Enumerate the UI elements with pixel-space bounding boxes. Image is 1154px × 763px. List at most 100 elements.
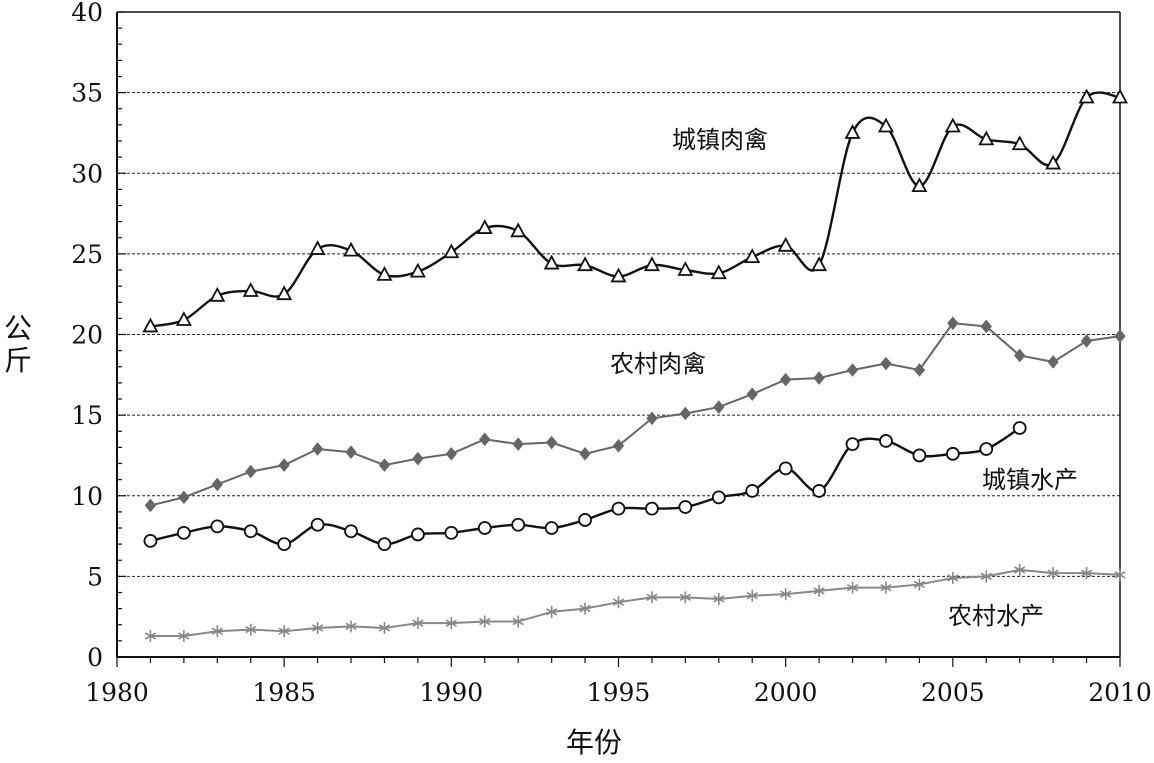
series-4-point-2003-stroke-2 <box>880 583 892 592</box>
series-2-point-2001 <box>813 371 825 385</box>
series-3-point-1981 <box>143 534 158 548</box>
series-4-point-1993 <box>546 605 558 618</box>
series-1-point-1985 <box>276 285 293 301</box>
series-1-point-1996 <box>643 256 660 272</box>
series-4-point-1984 <box>245 623 257 636</box>
series-3-point-1987 <box>344 524 358 539</box>
series-3-point-1997 <box>678 500 693 514</box>
series-1-point-1994 <box>577 256 594 272</box>
series-4-point-1989 <box>412 617 424 630</box>
series-2 <box>144 316 1126 513</box>
series-4-point-2007-stroke-2 <box>1014 566 1026 574</box>
series-4-point-1985-stroke-2 <box>278 627 290 635</box>
y-tick-label-35: 35 <box>71 79 103 108</box>
series-2-point-1997 <box>679 406 692 421</box>
series-1-point-2008 <box>1045 154 1062 170</box>
series-1-point-2006 <box>978 130 995 146</box>
x-axis-title: 年份 <box>566 726 622 759</box>
series-1-point-2003 <box>877 117 894 133</box>
series-4-point-2003 <box>880 581 892 594</box>
series-4-point-2006 <box>980 570 992 583</box>
series-4-point-1994-stroke-2 <box>579 604 591 613</box>
series-3-point-2006 <box>979 442 994 456</box>
series-label-4: 农村水产 <box>948 602 1044 630</box>
series-4-point-1989-stroke-2 <box>412 619 424 627</box>
series-3-point-1989 <box>410 527 425 542</box>
series-2-point-1998 <box>713 400 725 414</box>
series-4-point-1996-stroke-2 <box>646 593 658 602</box>
series-3-point-1984 <box>243 524 258 539</box>
series-4-point-2009-stroke-2 <box>1080 569 1093 577</box>
series-2-line <box>150 322 1121 507</box>
series-1-point-2009 <box>1078 88 1095 104</box>
y-tick-label-20: 20 <box>71 321 103 350</box>
series-2-point-1989 <box>412 451 424 466</box>
series-1-point-1995 <box>610 267 627 283</box>
series-1-point-1987 <box>343 241 360 257</box>
y-tick-label-0: 0 <box>87 643 103 672</box>
series-4-point-2010 <box>1114 568 1126 581</box>
series-4-point-2008 <box>1047 567 1059 580</box>
series-2-point-2008 <box>1047 355 1059 369</box>
y-axis-title-char-1: 公 <box>4 312 32 345</box>
series-4-point-1995 <box>612 596 625 609</box>
series-4-point-1981 <box>144 630 157 643</box>
x-tick-label-2005: 2005 <box>921 678 985 707</box>
series-3-point-1999 <box>745 484 760 498</box>
series-2-point-1994 <box>579 447 591 461</box>
series-4-point-1988-stroke-2 <box>378 624 391 632</box>
series-4-point-1999-stroke-2 <box>746 592 758 600</box>
series-3-point-1995 <box>611 501 626 516</box>
series-4-point-2010-stroke-2 <box>1114 571 1126 579</box>
series-4-point-2007 <box>1014 563 1026 576</box>
series-1-point-1997 <box>677 261 694 276</box>
series-2-point-1984 <box>245 464 257 479</box>
x-tick-label-1985: 1985 <box>252 678 316 707</box>
y-tick-label-40: 40 <box>71 0 103 27</box>
series-4-point-1984-stroke-2 <box>245 625 257 634</box>
series-3-point-2005 <box>945 446 960 461</box>
ticks: 0 5 10 15 20 25 30 35 40 1980 1985 1990 1995 2000 2005… <box>71 0 1152 707</box>
x-tick-label-1995: 1995 <box>587 678 651 707</box>
series-2-point-1982 <box>178 490 190 505</box>
series-1-point-2000 <box>777 236 794 252</box>
series-2-point-1983 <box>211 477 223 492</box>
series-2-point-1991 <box>479 432 491 447</box>
series-4-point-1997-stroke-2 <box>679 593 691 602</box>
series-1-point-1999 <box>744 248 761 264</box>
series-3-point-1985 <box>277 537 292 552</box>
series-1-point-1992 <box>510 222 527 238</box>
series-4-point-1987-stroke-2 <box>345 622 357 631</box>
series-4-point-2004-stroke-2 <box>913 580 926 589</box>
series-1-point-1993 <box>543 254 560 270</box>
series-4-line <box>150 568 1121 638</box>
series-4-point-1991 <box>479 615 491 628</box>
series-1-point-2005 <box>944 117 961 133</box>
series-1-point-2007 <box>1011 135 1028 151</box>
series-3-point-1983 <box>210 519 225 534</box>
series-3-point-2001 <box>812 484 826 498</box>
series-4-point-1995-stroke-2 <box>612 598 625 606</box>
y-tick-label-10: 10 <box>71 482 103 511</box>
series-2-point-2010 <box>1114 329 1126 343</box>
series-3-point-1998 <box>711 490 726 505</box>
series-3-point-1986 <box>310 517 325 532</box>
series-4-point-1982 <box>178 630 190 643</box>
series-4-point-1991-stroke-2 <box>479 617 491 626</box>
y-axis-title-char-2: 斤 <box>4 344 32 377</box>
series-1-point-1983 <box>209 286 226 302</box>
series-4-point-1994 <box>579 602 591 615</box>
series-2-point-1985 <box>278 458 290 472</box>
series <box>142 88 1129 643</box>
series-1-point-1998 <box>710 264 727 280</box>
series-3-point-1992 <box>511 517 526 532</box>
series-1-point-1982 <box>175 311 192 326</box>
y-tick-label-25: 25 <box>71 240 103 269</box>
series-3-point-2004 <box>912 448 927 463</box>
series-1-point-2010 <box>1111 88 1129 104</box>
series-4-point-1992 <box>512 615 524 628</box>
x-tick-label-2000: 2000 <box>754 678 818 707</box>
series-label-1: 城镇肉禽 <box>672 126 768 154</box>
series-3-point-1994 <box>578 513 592 527</box>
